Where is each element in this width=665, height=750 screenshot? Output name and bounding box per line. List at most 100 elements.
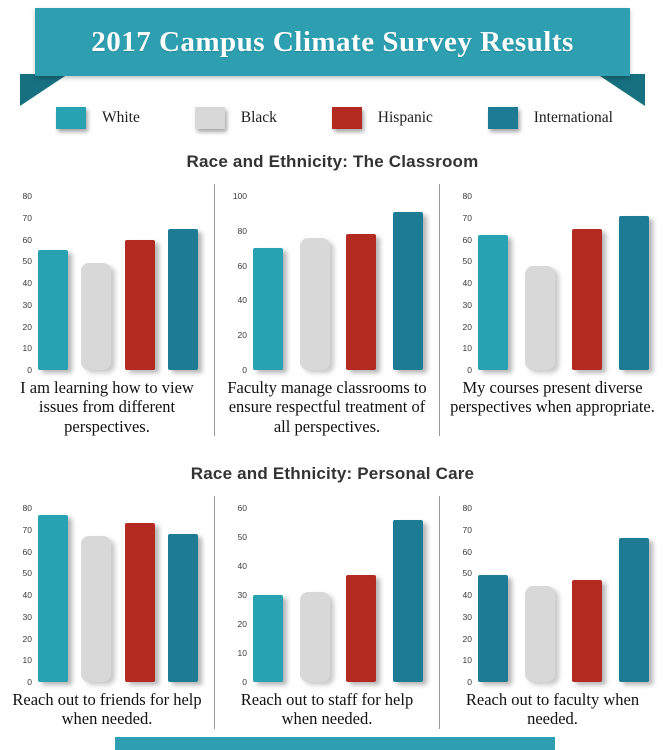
y-tick-label: 80 xyxy=(237,225,247,236)
plot-area: 0 10 20 30 40 50 60 xyxy=(238,503,423,687)
chart-caption: Reach out to friends for help when neede… xyxy=(12,690,202,729)
bar-black xyxy=(525,586,555,682)
bars xyxy=(38,508,198,682)
y-tick-label: 0 xyxy=(467,677,472,687)
chart-caption: My courses present diverse perspectives … xyxy=(450,378,655,417)
legend-label: International xyxy=(533,109,613,126)
bar-international xyxy=(167,228,198,370)
bar-white xyxy=(38,514,68,682)
y-tick-label: 0 xyxy=(242,677,247,687)
y-tick-label: 30 xyxy=(22,611,32,622)
y-tick-label: 50 xyxy=(237,532,247,542)
y-tick-label: 60 xyxy=(22,234,32,245)
bars xyxy=(253,196,423,370)
header-banner: 2017 Campus Climate Survey Results xyxy=(35,8,630,76)
chart-caption: Reach out to faculty when needed. xyxy=(465,690,640,729)
y-tick-label: 50 xyxy=(22,568,32,579)
bar-white xyxy=(478,235,508,370)
y-tick-label: 80 xyxy=(22,191,32,201)
y-tick-label: 20 xyxy=(22,633,32,644)
bars xyxy=(253,508,423,682)
bar-white xyxy=(253,248,283,370)
y-tick-label: 60 xyxy=(462,234,472,245)
legend-swatch-black xyxy=(194,107,225,129)
bar-black xyxy=(525,265,555,370)
y-tick-label: 30 xyxy=(462,611,472,622)
y-tick-label: 20 xyxy=(237,330,247,341)
bar-chart: 0 10 20 30 40 50 60 70 80 xyxy=(440,496,665,687)
legend-item-black: Black xyxy=(194,107,277,129)
legend-label: Hispanic xyxy=(377,109,433,126)
legend-label: Black xyxy=(240,109,277,126)
bar-black xyxy=(299,592,330,682)
bar-chart: 0 20 40 60 80 100 xyxy=(215,184,439,375)
section-title-personal-care: Race and Ethnicity: Personal Care xyxy=(190,464,475,483)
chart-caption: Faculty manage classrooms to ensure resp… xyxy=(227,378,427,436)
y-tick-label: 80 xyxy=(22,503,32,513)
y-tick-label: 60 xyxy=(462,546,472,557)
plot-area: 0 10 20 30 40 50 60 70 80 xyxy=(463,191,649,375)
y-tick-label: 40 xyxy=(237,561,247,571)
y-tick-label: 0 xyxy=(242,365,247,375)
bar-international xyxy=(392,519,423,682)
y-tick-label: 40 xyxy=(237,295,247,306)
bar-black xyxy=(81,536,112,682)
y-tick-label: 0 xyxy=(27,677,32,687)
y-tick-label: 10 xyxy=(22,343,32,354)
bar-hispanic xyxy=(572,228,602,370)
y-tick-label: 80 xyxy=(462,503,472,513)
y-tick-label: 70 xyxy=(462,524,472,535)
bar-chart: 0 10 20 30 40 50 60 70 80 xyxy=(440,184,665,375)
legend-item-hispanic: Hispanic xyxy=(331,107,433,129)
chart-caption: Reach out to staff for help when needed. xyxy=(240,690,414,729)
plot-area: 0 20 40 60 80 100 xyxy=(233,191,423,375)
plot-area: 0 10 20 30 40 50 60 70 80 xyxy=(23,191,198,375)
legend-swatch-international xyxy=(487,107,518,129)
chart-panel: 0 20 40 60 80 100 Faculty manage classrooms t… xyxy=(215,184,440,437)
y-tick-label: 70 xyxy=(22,524,32,535)
bar-international xyxy=(619,538,649,682)
y-tick-label: 40 xyxy=(22,590,32,600)
bar-black xyxy=(299,237,330,370)
chart-panel: 0 10 20 30 40 50 60 70 80 My courses present div… xyxy=(440,184,665,436)
y-tick-label: 20 xyxy=(462,633,472,644)
bar-chart: 0 10 20 30 40 50 60 xyxy=(215,496,439,687)
bar-white xyxy=(478,575,508,682)
bar-white xyxy=(38,250,68,370)
section-title-classroom: Race and Ethnicity: The Classroom xyxy=(186,152,479,171)
bar-chart: 0 10 20 30 40 50 60 70 80 xyxy=(0,184,214,375)
y-tick-label: 100 xyxy=(232,191,247,201)
chart-panel: 0 10 20 30 40 50 60 70 80 I am learning how to v… xyxy=(0,184,215,437)
bar-international xyxy=(167,534,198,682)
y-tick-label: 30 xyxy=(22,299,32,310)
chart-row-classroom: 0 10 20 30 40 50 60 70 80 I am learning how to v… xyxy=(0,184,665,437)
bars xyxy=(478,196,649,370)
y-tick-label: 70 xyxy=(462,212,472,223)
y-tick-label: 10 xyxy=(462,343,472,354)
y-tick-label: 60 xyxy=(237,503,247,513)
y-tick-label: 40 xyxy=(462,278,472,288)
chart-panel: 0 10 20 30 40 50 60 70 80 Reach out to friends f… xyxy=(0,496,215,729)
y-tick-label: 50 xyxy=(22,256,32,267)
bar-hispanic xyxy=(346,574,377,682)
y-tick-label: 60 xyxy=(237,260,247,271)
bar-white xyxy=(253,595,283,682)
legend-item-international: International xyxy=(487,107,613,129)
chart-row-personal-care: 0 10 20 30 40 50 60 70 80 Reach out to friends f… xyxy=(0,496,665,729)
y-tick-label: 30 xyxy=(237,590,247,600)
y-tick-label: 10 xyxy=(462,655,472,666)
bar-international xyxy=(619,215,649,370)
y-tick-label: 70 xyxy=(22,212,32,223)
legend-swatch-hispanic xyxy=(331,107,362,129)
bar-black xyxy=(81,263,112,370)
y-tick-label: 0 xyxy=(467,365,472,375)
chart-caption: I am learning how to view issues from di… xyxy=(20,378,194,436)
y-tick-label: 40 xyxy=(462,590,472,600)
y-tick-label: 20 xyxy=(462,321,472,332)
chart-panel: 0 10 20 30 40 50 60 Reach out to staff for hel… xyxy=(215,496,440,729)
chart-panel: 0 10 20 30 40 50 60 70 80 Reach out to faculty w… xyxy=(440,496,665,729)
plot-area: 0 10 20 30 40 50 60 70 80 xyxy=(23,503,198,687)
bar-hispanic xyxy=(572,579,602,682)
ribbon-fold-left xyxy=(20,74,68,106)
y-tick-label: 80 xyxy=(462,191,472,201)
